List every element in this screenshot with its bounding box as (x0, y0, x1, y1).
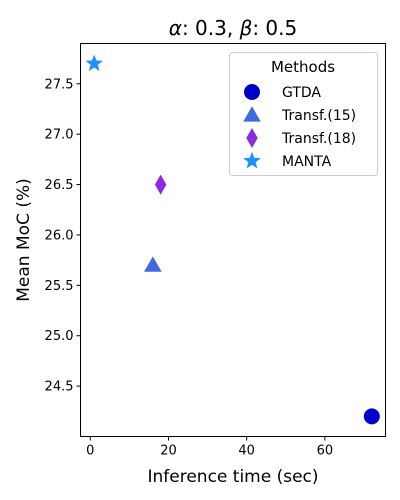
y-tick-label: 25.5 (45, 279, 74, 294)
title-beta: β (239, 16, 253, 40)
x-axis: 0 20 40 60 (86, 436, 334, 459)
legend-label: MANTA (282, 154, 332, 170)
x-tick-label: 60 (317, 444, 334, 459)
legend-box (229, 52, 378, 176)
legend-marker (243, 106, 261, 122)
data-point (144, 256, 162, 272)
y-axis-label: Mean MoC (%) (14, 178, 34, 301)
legend-label: Transf.(15) (281, 108, 356, 124)
data-point (363, 408, 380, 425)
x-tick-label: 20 (160, 444, 177, 459)
legend-label: GTDA (282, 85, 321, 101)
legend-label: Transf.(18) (281, 131, 356, 147)
legend-items: GTDA Transf.(15) Transf.(18) MANTA (243, 84, 356, 170)
chart-title: α: 0.3, β: 0.5 (169, 16, 297, 40)
title-alpha-value: : 0.3, (182, 16, 240, 40)
y-tick-label: 26.0 (45, 228, 74, 243)
data-points (85, 54, 380, 425)
legend: Methods GTDA Transf.(15) Transf.(18) MANTA (229, 52, 378, 176)
legend-title: Methods (271, 58, 335, 76)
legend-marker (243, 151, 261, 169)
legend-marker (246, 128, 258, 148)
y-tick-label: 27.5 (45, 77, 74, 92)
y-axis: 24.5 25.0 25.5 26.0 26.5 27.0 27.5 (45, 77, 81, 395)
x-axis-label: Inference time (sec) (147, 467, 318, 487)
y-tick-label: 27.0 (45, 128, 74, 143)
data-point (154, 174, 167, 195)
data-point (85, 54, 103, 72)
title-alpha: α (169, 16, 182, 40)
y-tick-label: 26.5 (45, 178, 74, 193)
plot-area (80, 43, 386, 437)
y-tick-label: 24.5 (45, 380, 74, 395)
x-tick-label: 40 (238, 444, 255, 459)
y-tick-label: 25.0 (45, 329, 74, 344)
title-beta-value: : 0.5 (252, 16, 297, 40)
legend-marker (244, 84, 260, 100)
x-tick-label: 0 (86, 444, 94, 459)
